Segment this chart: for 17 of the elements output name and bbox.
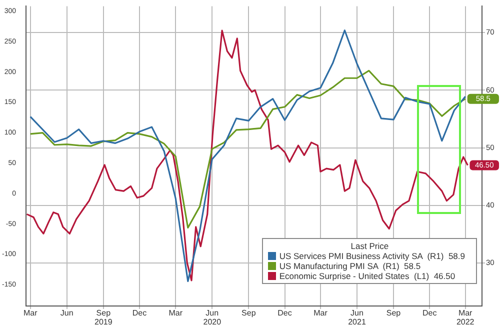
legend-label: US Manufacturing PMI SA (R1) 58.5 [279,261,422,271]
x-tick-label: Mar 2022 [456,308,475,326]
legend-title: Last Price [350,241,390,251]
x-tick-label: Mar [23,308,38,318]
x-tick-label: Jun 2020 [203,308,222,326]
x-tick-label: Dec [132,308,147,318]
x-tick-label: Dec [422,308,437,318]
x-tick-label: Sep [242,308,256,318]
x-tick-label: Dec [278,308,292,318]
x-tick-label: Mar [168,308,183,318]
x-tick-label: Sep 2019 [94,308,113,326]
x-tick-label: Jun [60,308,74,318]
x-tick-label: Mar [314,308,328,318]
legend-label: Economic Surprise - United States (L1) 46.50 [279,271,456,281]
x-tick-label: Sep [386,308,402,318]
legend-label: US Services PMI Business Activity SA (R1) 58.9 [279,251,466,261]
x-tick-label: Jun 2021 [348,308,366,326]
